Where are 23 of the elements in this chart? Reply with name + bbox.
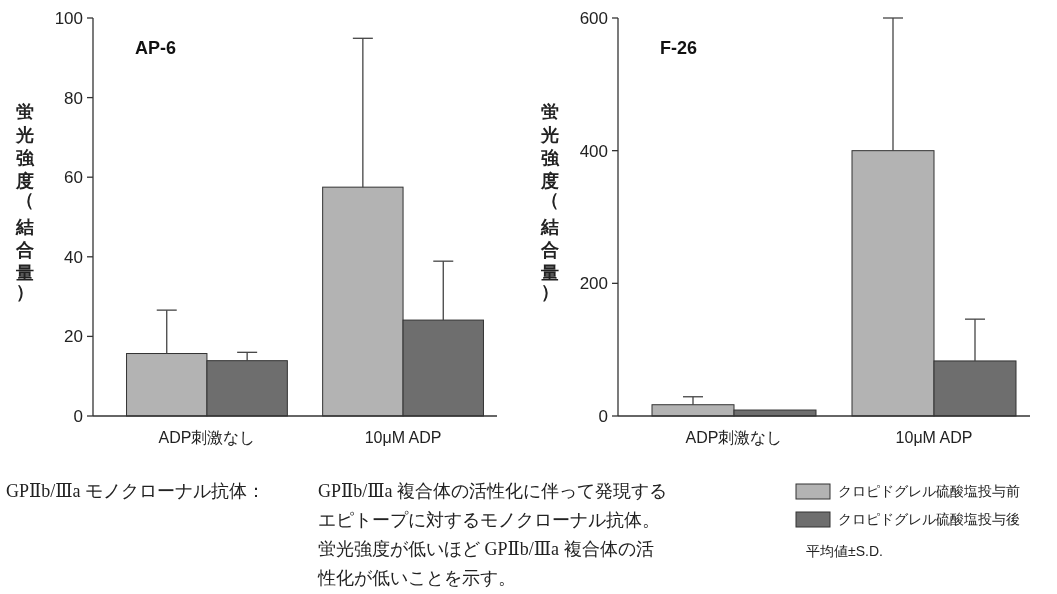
y-tick-label: 60	[64, 168, 83, 188]
text: GPⅡb/Ⅲa モノクローナル抗体：	[6, 481, 266, 501]
y-tick-label: 0	[598, 406, 608, 426]
text: 平均値±S.D.	[806, 543, 883, 559]
x-tick-label: ADP刺激なし	[158, 429, 256, 446]
legend-label: クロピドグレル硫酸塩投与前	[838, 483, 1020, 499]
y-tick-label: 200	[579, 274, 608, 294]
y-tick-label: 40	[64, 247, 83, 267]
text: 蛍光強度（結合量）	[16, 102, 34, 302]
legend-label: クロピドグレル硫酸塩投与後	[838, 511, 1020, 527]
y-tick-label: 80	[64, 88, 83, 108]
text: AP-6	[135, 38, 177, 58]
text: GPⅡb/Ⅲa 複合体の活性化に伴って発現するエピトープに対するモノクローナル抗体。蛍光強度が低いほど GPⅡb/Ⅲa 複合体の活性化が低いことを示す。	[317, 481, 668, 588]
x-tick-label: ADP刺激なし	[685, 429, 783, 446]
y-tick-label: 100	[54, 8, 83, 28]
text: F-26	[660, 38, 698, 58]
y-tick-label: 0	[73, 406, 83, 426]
x-tick-label: 10μM ADP	[895, 429, 973, 446]
y-tick-label: 400	[579, 141, 608, 161]
y-tick-label: 600	[579, 8, 608, 28]
x-tick-label: 10μM ADP	[364, 429, 442, 446]
text: 蛍光強度（結合量）	[541, 102, 559, 302]
y-tick-label: 20	[64, 327, 83, 347]
